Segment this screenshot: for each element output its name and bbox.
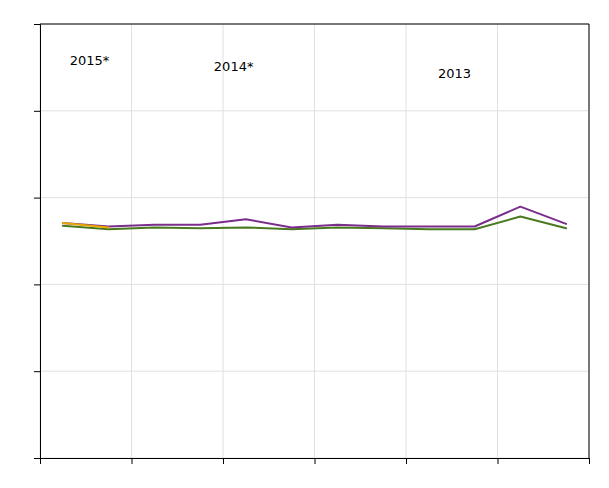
plot: 2015* 2014* 2013 — [34, 24, 590, 464]
y-axis — [34, 25, 41, 459]
y-tick-mark — [34, 24, 40, 25]
x-axis — [41, 458, 590, 464]
y-tick — [34, 198, 40, 199]
grid-line-x — [131, 24, 132, 458]
frame-top — [40, 24, 589, 25]
y-tick-mark — [34, 111, 40, 112]
grid-line-x — [223, 24, 224, 458]
x-tick-mark — [589, 458, 590, 464]
y-tick-mark — [34, 198, 40, 199]
y-tick-mark — [34, 284, 40, 285]
grid-line-y — [40, 24, 589, 25]
x-axis-line — [41, 459, 590, 465]
annotation: 2014* — [214, 59, 254, 74]
x-tick — [589, 458, 590, 464]
y-tick — [34, 284, 40, 285]
y-tick — [34, 371, 40, 372]
lines — [63, 207, 566, 230]
y-tick-mark — [34, 458, 40, 459]
grid — [40, 24, 589, 458]
grid-line-y — [40, 110, 589, 111]
x-tick — [406, 458, 407, 464]
y-tick — [34, 458, 40, 459]
series-line — [63, 223, 109, 228]
x-tick — [223, 458, 224, 464]
grid-line-y — [40, 371, 589, 372]
y-tick — [34, 111, 40, 112]
x-tick-mark — [498, 458, 499, 464]
series-line — [63, 207, 566, 228]
frame-right — [589, 24, 590, 458]
annotation: 2015* — [70, 53, 110, 68]
x-tick — [498, 458, 499, 464]
grid-line-x — [406, 24, 407, 458]
y-tick — [34, 24, 40, 25]
x-tick — [132, 458, 133, 464]
x-tick-mark — [406, 458, 407, 464]
grid-line-x — [497, 24, 498, 458]
grid-line-y — [40, 284, 589, 285]
annotation: 2013 — [438, 66, 471, 81]
grid-line-x — [314, 24, 315, 458]
x-tick — [315, 458, 316, 464]
grid-line-x — [589, 24, 590, 458]
y-axis-line — [34, 25, 41, 459]
x-tick-mark — [132, 458, 133, 464]
x-tick-mark — [315, 458, 316, 464]
chart: 2015* 2014* 2013 — [0, 0, 609, 488]
x-tick-mark — [223, 458, 224, 464]
y-tick-mark — [34, 371, 40, 372]
annotations: 2015* 2014* 2013 — [70, 53, 471, 82]
grid-line-y — [40, 197, 589, 198]
